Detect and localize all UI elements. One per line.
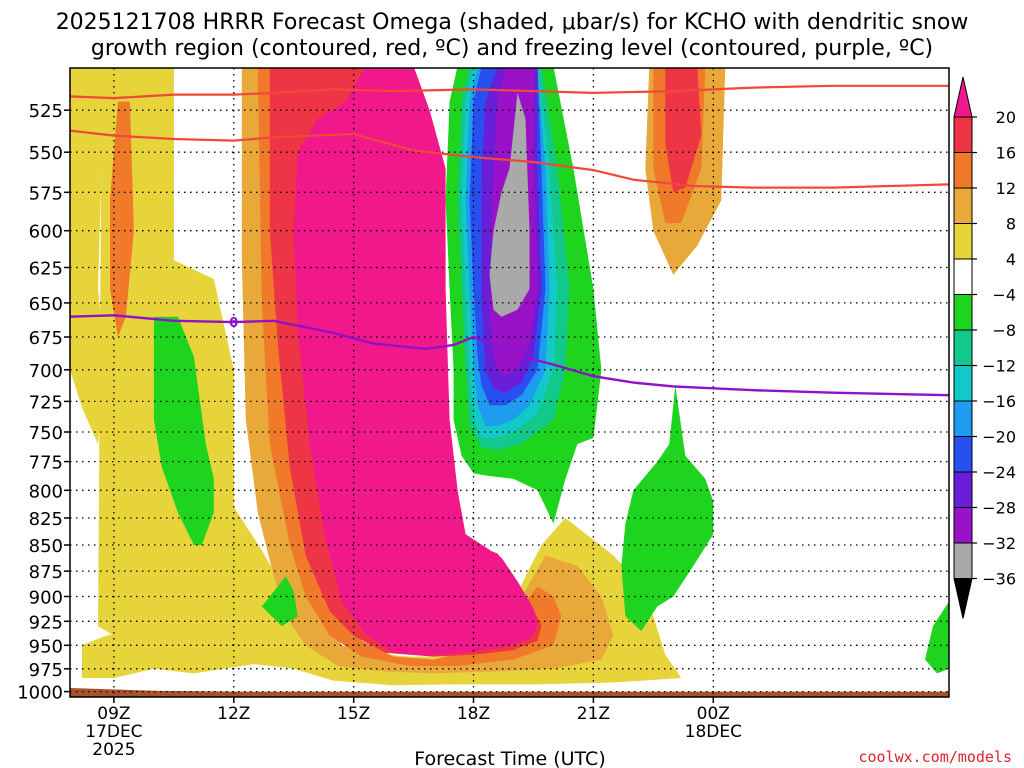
y-tick-label-750: 750 <box>29 423 63 444</box>
omega-contour-m20-9 <box>293 68 538 656</box>
omega-contour-y4-1 <box>70 68 106 444</box>
y-tick-label-575: 575 <box>29 183 63 204</box>
colorbar-label-0: 20 <box>996 108 1016 127</box>
colorbar-swatch-12 <box>953 542 973 579</box>
colorbar-label-3: 8 <box>1006 215 1016 234</box>
colorbar-label-12: −32 <box>982 534 1016 553</box>
plot-frame <box>69 67 950 698</box>
omega-contour-r16-8 <box>665 68 702 193</box>
colorbar-swatch-3 <box>953 223 973 260</box>
y-tick-label-525: 525 <box>29 101 63 122</box>
y-tick-label-1000: 1000 <box>17 683 63 704</box>
freezing-level-label: 0 <box>229 316 238 331</box>
colorbar-swatch-8 <box>953 400 973 437</box>
x-tick-year-09Z: 2025 <box>92 740 135 760</box>
colorbar-swatch-5 <box>953 294 973 331</box>
omega-contour-g4-13 <box>621 385 714 631</box>
contour-lines: 0 <box>70 84 949 397</box>
y-tick-label-825: 825 <box>29 509 63 530</box>
y-tick-label-950: 950 <box>29 636 63 657</box>
y-axis: 525 550 575 600 625 650 675 700 725 750 775 800 825 8… <box>17 101 70 704</box>
y-tick-label-975: 975 <box>29 660 63 681</box>
colorbar-label-2: 12 <box>996 179 1016 198</box>
colorbar-label-8: −16 <box>982 392 1016 411</box>
chart-title-line2: growth region (contoured, red, ºC) and f… <box>91 36 933 61</box>
colorbar-label-4: 4 <box>1006 250 1016 269</box>
y-tick-label-900: 900 <box>29 588 63 609</box>
colorbar-label-10: −24 <box>982 463 1016 482</box>
y-tick-label-875: 875 <box>29 562 63 583</box>
colorbar-bottom-arrow <box>953 578 973 619</box>
x-tick-date-09Z: 17DEC <box>85 722 142 742</box>
y-tick-label-675: 675 <box>29 328 63 349</box>
omega-contour-o8-2 <box>241 68 614 674</box>
y-tick-label-550: 550 <box>29 143 63 164</box>
omega-contour-y4-0 <box>82 68 682 686</box>
x-tick-label-00Z: 00Z <box>697 704 730 724</box>
colorbar-swatch-2 <box>953 187 973 224</box>
omega-contour-g4-11 <box>153 316 214 545</box>
y-tick-label-850: 850 <box>29 536 63 557</box>
colorbar-swatch-11 <box>953 507 973 544</box>
omega-contour-g4-14 <box>925 601 949 674</box>
omega-contour-o12-6 <box>110 101 134 337</box>
dgz-lower-contour <box>70 129 949 189</box>
colorbar-label-5: −4 <box>992 286 1016 305</box>
colorbar-label-13: −36 <box>982 570 1016 589</box>
y-tick-label-700: 700 <box>29 361 63 382</box>
chart-title-line1: 2025121708 HRRR Forecast Omega (shaded, … <box>56 10 969 35</box>
ground-surface <box>70 688 949 697</box>
y-tick-label-925: 925 <box>29 612 63 633</box>
x-tick-label-09Z: 09Z <box>97 704 130 724</box>
colorbar-swatch-1 <box>953 152 973 189</box>
colorbar: 20 16 12 8 4 −4 −8 −12 −16 −20 −24 −28 −32 −36 <box>953 76 1016 619</box>
x-tick-label-18Z: 18Z <box>457 704 490 724</box>
site-credit: coolwx.com/models <box>858 748 1012 766</box>
x-tick-label-21Z: 21Z <box>577 704 610 724</box>
omega-contour-g4-12 <box>261 576 298 627</box>
colorbar-swatch-4 <box>953 258 973 295</box>
x-tick-date-00Z: 18DEC <box>685 722 742 742</box>
freezing-level-contour <box>70 314 949 397</box>
y-tick-label-625: 625 <box>29 259 63 280</box>
plot-area <box>70 68 949 697</box>
x-axis-label: Forecast Time (UTC) <box>414 748 605 768</box>
x-tick-label-12Z: 12Z <box>217 704 250 724</box>
colorbar-swatch-10 <box>953 471 973 508</box>
colorbar-swatch-7 <box>953 365 973 402</box>
colorbar-label-1: 16 <box>996 144 1016 163</box>
colorbar-label-6: −8 <box>992 321 1016 340</box>
omega-contour-gray32-21 <box>489 92 530 317</box>
x-tick-label-15Z: 15Z <box>337 704 370 724</box>
colorbar-label-9: −20 <box>982 428 1016 447</box>
colorbar-label-7: −12 <box>982 357 1016 376</box>
y-tick-label-725: 725 <box>29 392 63 413</box>
y-tick-label-775: 775 <box>29 453 63 474</box>
colorbar-label-11: −28 <box>982 499 1016 518</box>
grid-lines <box>70 68 949 697</box>
colorbar-swatch-0 <box>953 116 973 153</box>
y-tick-label-650: 650 <box>29 294 63 315</box>
colorbar-swatch-9 <box>953 436 973 473</box>
y-tick-label-600: 600 <box>29 222 63 243</box>
colorbar-swatch-6 <box>953 329 973 366</box>
dgz-upper-contour <box>70 84 949 100</box>
y-tick-label-800: 800 <box>29 481 63 502</box>
colorbar-top-arrow <box>953 76 973 118</box>
